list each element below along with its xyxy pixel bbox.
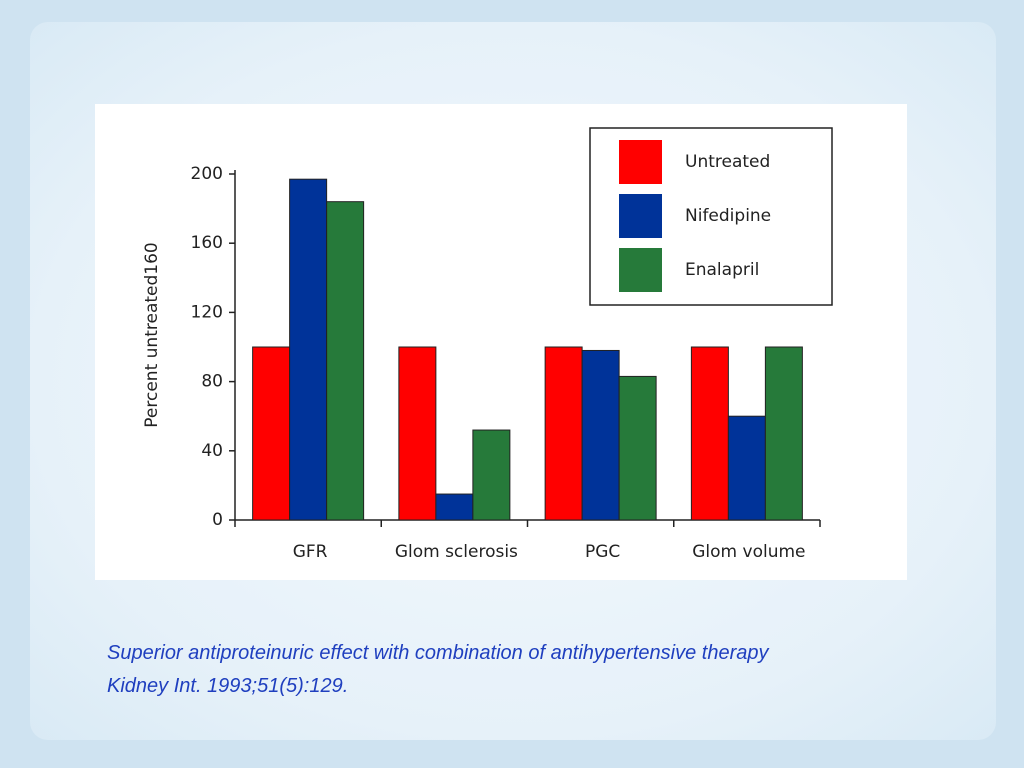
y-tick-label: 0 bbox=[212, 510, 223, 530]
x-tick-label: PGC bbox=[585, 542, 620, 562]
x-tick-label: Glom sclerosis bbox=[395, 542, 518, 562]
legend-label: Untreated bbox=[685, 152, 770, 172]
y-tick-label: 200 bbox=[191, 164, 223, 184]
y-tick-label: 40 bbox=[201, 441, 223, 461]
legend-swatch bbox=[619, 194, 662, 238]
legend-swatch bbox=[619, 140, 662, 184]
x-tick-label: Glom volume bbox=[692, 542, 805, 562]
bar bbox=[289, 178, 328, 521]
legend-label: Nifedipine bbox=[685, 206, 771, 226]
caption-line: Superior antiproteinuric effect with com… bbox=[107, 642, 769, 664]
bar bbox=[326, 201, 365, 521]
legend-swatch bbox=[619, 248, 662, 292]
bar bbox=[472, 429, 511, 521]
bar bbox=[727, 415, 766, 521]
bar bbox=[581, 349, 620, 521]
bar bbox=[435, 493, 474, 521]
legend-box bbox=[589, 127, 833, 306]
bar bbox=[690, 346, 729, 521]
chart: Percent untreated160 0 40 80 120 160 200 GFR Gl… bbox=[95, 104, 907, 580]
bar bbox=[252, 346, 291, 521]
x-tick-label: GFR bbox=[293, 542, 328, 562]
bar bbox=[764, 346, 803, 521]
y-tick-label: 120 bbox=[191, 302, 223, 322]
y-tick-label: 160 bbox=[191, 233, 223, 253]
bar bbox=[544, 346, 583, 521]
legend-label: Enalapril bbox=[685, 260, 759, 280]
bar bbox=[398, 346, 437, 521]
y-tick-label: 80 bbox=[201, 372, 223, 392]
bar bbox=[618, 375, 657, 521]
y-axis-label: Percent untreated160 bbox=[142, 242, 162, 427]
caption-line: Kidney Int. 1993;51(5):129. bbox=[107, 675, 349, 697]
